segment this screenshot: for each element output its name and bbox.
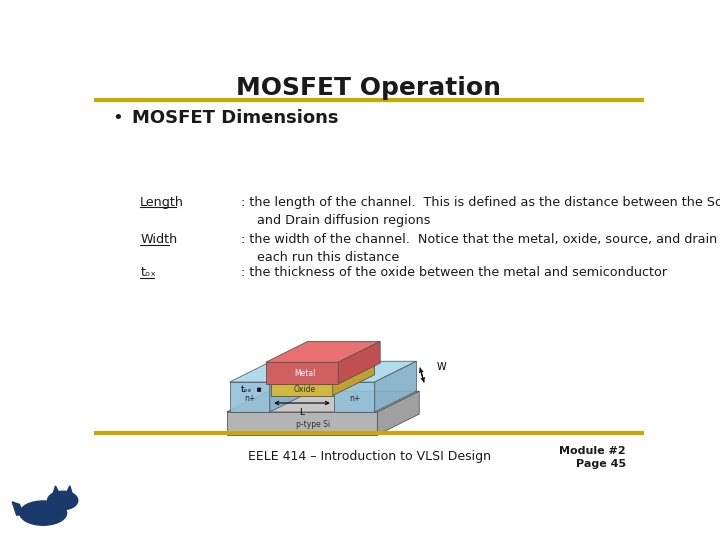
Polygon shape	[266, 341, 380, 362]
Polygon shape	[12, 502, 24, 515]
Polygon shape	[230, 382, 270, 412]
Text: MOSFET Dimensions: MOSFET Dimensions	[132, 109, 338, 127]
Polygon shape	[333, 363, 374, 395]
Text: Page 45: Page 45	[575, 459, 626, 469]
Text: Length: Length	[140, 196, 184, 209]
Text: tₒₓ: tₒₓ	[241, 385, 253, 394]
Text: : the length of the channel.  This is defined as the distance between the Source: : the length of the channel. This is def…	[240, 196, 720, 227]
Polygon shape	[53, 486, 60, 496]
Polygon shape	[338, 341, 380, 384]
Ellipse shape	[48, 491, 78, 510]
Polygon shape	[334, 361, 416, 382]
Polygon shape	[271, 384, 333, 395]
Text: Module #2: Module #2	[559, 446, 626, 456]
Text: L: L	[300, 408, 305, 417]
Text: •: •	[112, 109, 123, 127]
Polygon shape	[66, 486, 73, 496]
Text: EELE 414 – Introduction to VLSI Design: EELE 414 – Introduction to VLSI Design	[248, 450, 490, 463]
Text: : the thickness of the oxide between the metal and semiconductor: : the thickness of the oxide between the…	[240, 266, 667, 280]
Text: Oxide: Oxide	[294, 385, 316, 394]
Text: p-type Si: p-type Si	[296, 420, 330, 429]
Polygon shape	[374, 361, 416, 412]
Polygon shape	[270, 361, 312, 412]
Polygon shape	[377, 391, 419, 435]
Text: tₒₓ: tₒₓ	[140, 266, 156, 280]
Text: W: W	[437, 362, 446, 372]
Polygon shape	[230, 361, 312, 382]
Text: Metal: Metal	[294, 369, 315, 377]
Text: : the width of the channel.  Notice that the metal, oxide, source, and drain
   : : the width of the channel. Notice that …	[240, 233, 717, 264]
Polygon shape	[227, 391, 419, 412]
Text: n+: n+	[349, 394, 360, 403]
Text: MOSFET Operation: MOSFET Operation	[236, 76, 502, 100]
Polygon shape	[271, 363, 374, 384]
Polygon shape	[334, 382, 374, 412]
Polygon shape	[227, 412, 377, 435]
Ellipse shape	[19, 501, 66, 525]
Text: n+: n+	[244, 394, 255, 403]
Text: Width: Width	[140, 233, 177, 246]
Polygon shape	[266, 362, 338, 384]
